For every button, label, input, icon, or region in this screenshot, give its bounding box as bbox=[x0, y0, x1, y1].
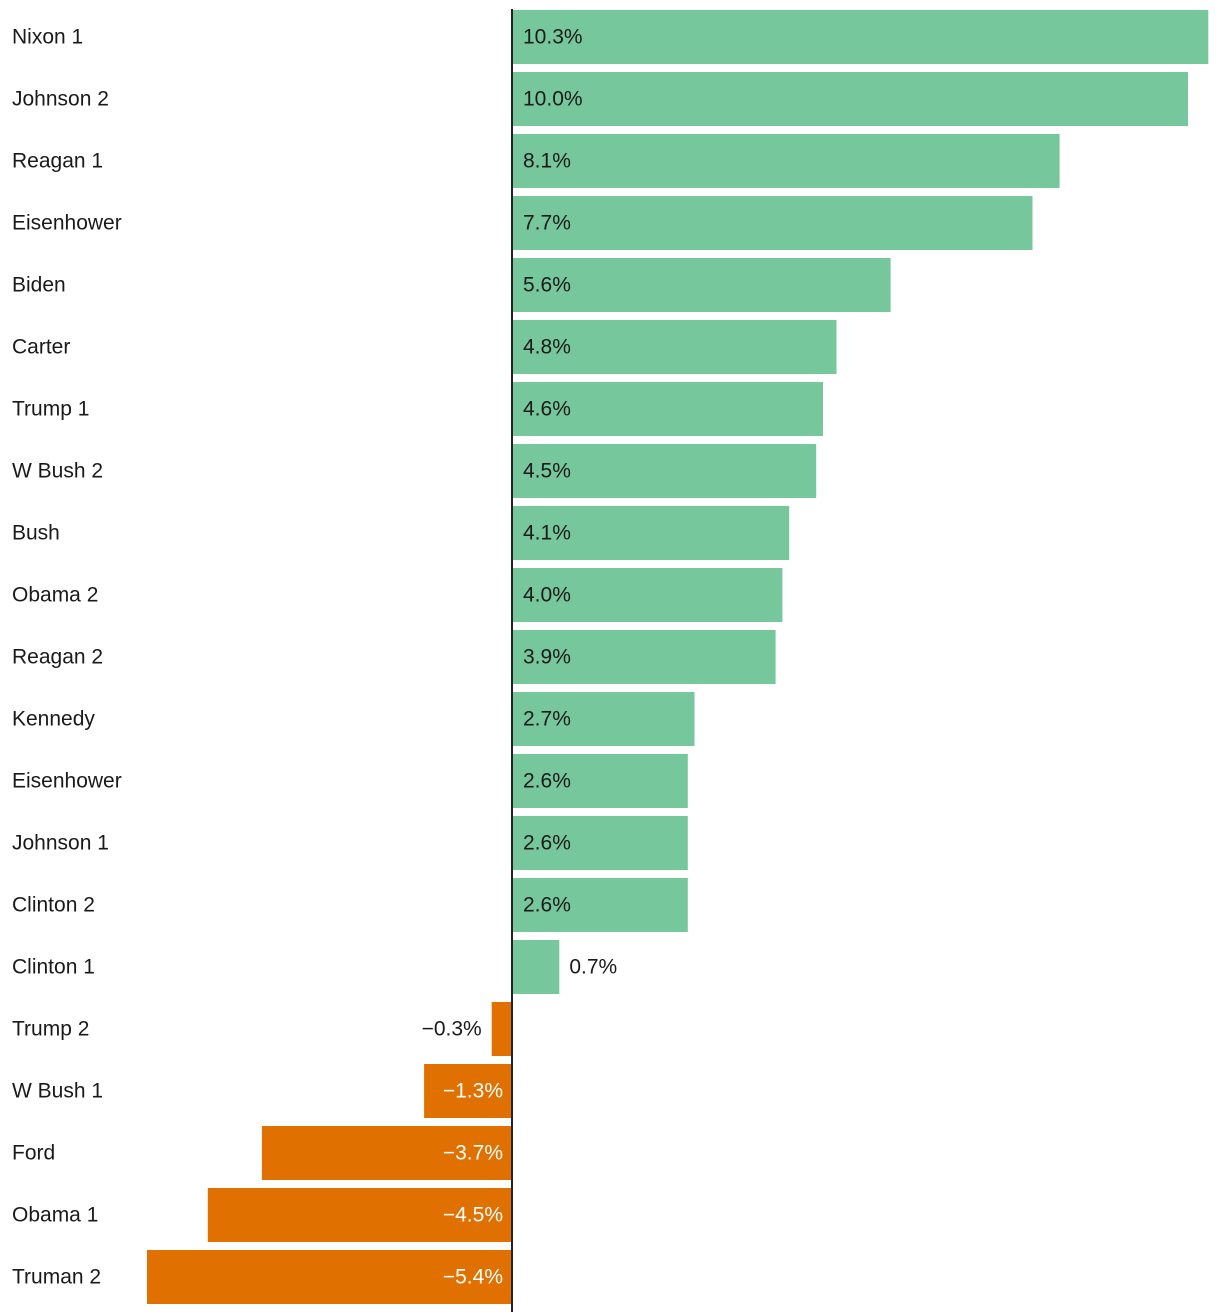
value-label: 4.1% bbox=[523, 522, 571, 545]
bar-eisenhower-12 bbox=[512, 754, 688, 808]
category-label: Truman 2 bbox=[12, 1266, 101, 1289]
value-label: 10.3% bbox=[523, 26, 583, 49]
value-label: 2.6% bbox=[523, 770, 571, 793]
category-label: Kennedy bbox=[12, 708, 95, 731]
bar-eisenhower-3 bbox=[512, 196, 1033, 250]
value-label: −1.3% bbox=[443, 1080, 503, 1103]
value-label: 3.9% bbox=[523, 646, 571, 669]
value-label: 2.6% bbox=[523, 894, 571, 917]
category-label: Carter bbox=[12, 336, 70, 359]
value-label: 4.5% bbox=[523, 460, 571, 483]
bar-johnson-2-1 bbox=[512, 72, 1188, 126]
category-label: Obama 2 bbox=[12, 584, 98, 607]
value-label: −4.5% bbox=[443, 1204, 503, 1227]
value-label: −0.3% bbox=[422, 1018, 482, 1041]
bar-clinton-1-15 bbox=[512, 940, 560, 994]
bar-johnson-1-13 bbox=[512, 816, 688, 870]
bar-trump-1-6 bbox=[512, 382, 823, 436]
category-label: Johnson 2 bbox=[12, 88, 109, 111]
value-label: 2.6% bbox=[523, 832, 571, 855]
bar-biden-4 bbox=[512, 258, 891, 312]
bar-ford-18 bbox=[261, 1126, 512, 1180]
value-label: −5.4% bbox=[443, 1266, 503, 1289]
category-label: Bush bbox=[12, 522, 60, 545]
category-label: Obama 1 bbox=[12, 1204, 98, 1227]
bar-w-bush-2-7 bbox=[512, 444, 817, 498]
bar-truman-2-20 bbox=[147, 1250, 512, 1304]
category-labels-group: Nixon 1 Johnson 2 Reagan 1 Eisenhower Biden C… bbox=[12, 26, 122, 1289]
category-label: Clinton 2 bbox=[12, 894, 95, 917]
bar-bush-8 bbox=[512, 506, 790, 560]
value-label: 8.1% bbox=[523, 150, 571, 173]
category-label: Ford bbox=[12, 1142, 55, 1165]
value-label: 2.7% bbox=[523, 708, 571, 731]
value-label: 4.6% bbox=[523, 398, 571, 421]
bar-obama-1-19 bbox=[207, 1188, 513, 1242]
value-label: 10.0% bbox=[523, 88, 583, 111]
category-label: Trump 1 bbox=[12, 398, 89, 421]
bars-group bbox=[147, 10, 1209, 1304]
bar-trump-2-16 bbox=[491, 1002, 512, 1056]
bar-reagan-1-2 bbox=[512, 134, 1060, 188]
category-label: Clinton 1 bbox=[12, 956, 95, 979]
bar-reagan-2-10 bbox=[512, 630, 776, 684]
value-label: 0.7% bbox=[569, 956, 617, 979]
value-label: 4.0% bbox=[523, 584, 571, 607]
category-label: Eisenhower bbox=[12, 212, 122, 235]
category-label: Eisenhower bbox=[12, 770, 122, 793]
value-labels-group: 10.3% 10.0% 8.1% 7.7% 5.6% 4.8% 4.6% 4.5% 4.1% 4.… bbox=[422, 26, 618, 1289]
category-label: W Bush 2 bbox=[12, 460, 103, 483]
bar-carter-5 bbox=[512, 320, 837, 374]
category-label: Nixon 1 bbox=[12, 26, 83, 49]
category-label: Reagan 1 bbox=[12, 150, 103, 173]
value-label: 7.7% bbox=[523, 212, 571, 235]
bar-clinton-2-14 bbox=[512, 878, 688, 932]
bar-w-bush-1-17 bbox=[424, 1064, 512, 1118]
category-label: Reagan 2 bbox=[12, 646, 103, 669]
bar-nixon-1-0 bbox=[512, 10, 1209, 64]
category-label: Trump 2 bbox=[12, 1018, 89, 1041]
bar-kennedy-11 bbox=[512, 692, 695, 746]
category-label: Johnson 1 bbox=[12, 832, 109, 855]
value-label: −3.7% bbox=[443, 1142, 503, 1165]
value-label: 4.8% bbox=[523, 336, 571, 359]
value-label: 5.6% bbox=[523, 274, 571, 297]
category-label: W Bush 1 bbox=[12, 1080, 103, 1103]
category-label: Biden bbox=[12, 274, 66, 297]
bar-obama-2-9 bbox=[512, 568, 783, 622]
